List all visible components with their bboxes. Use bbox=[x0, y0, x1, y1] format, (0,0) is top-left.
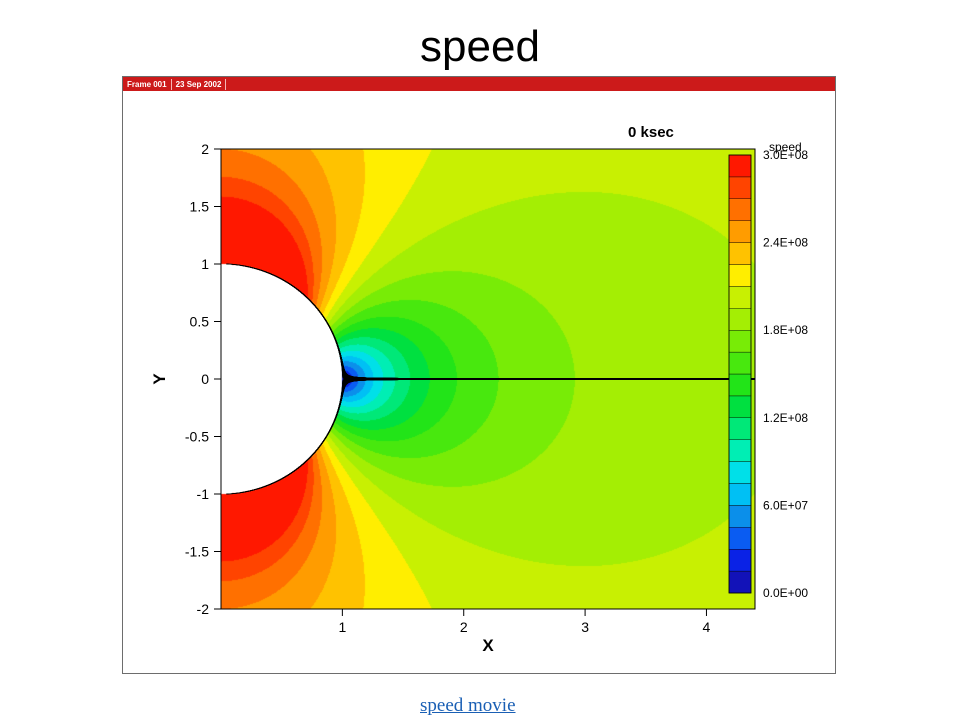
legend-label: 6.0E+07 bbox=[763, 498, 808, 512]
slide-title: speed bbox=[420, 22, 540, 71]
speed-contour-plot: 2 1.5 1 0.5 0 -0.5 -1 -1.5 -2 1 2 3 4 X Y 0 ksec speed3.… bbox=[150, 124, 808, 655]
legend-swatch bbox=[728, 527, 752, 550]
legend-swatch bbox=[728, 395, 752, 418]
y-tick-label: -1.5 bbox=[185, 544, 209, 560]
frame-date-label: 23 Sep 2002 bbox=[172, 78, 227, 90]
y-axis-label: Y bbox=[150, 373, 169, 385]
legend-swatch bbox=[728, 483, 752, 506]
streamlines bbox=[226, 263, 755, 495]
legend-swatch bbox=[728, 417, 752, 440]
legend-swatch bbox=[728, 570, 752, 594]
legend-swatch bbox=[728, 461, 752, 484]
legend-swatch bbox=[728, 198, 752, 221]
x-tick-label: 1 bbox=[338, 619, 346, 635]
plot-frame: Frame 001 23 Sep 2002 2 1.5 1 0.5 0 -0.5 -1 -1.… bbox=[122, 76, 836, 674]
y-tick-label: 1.5 bbox=[190, 199, 210, 215]
frame-header: Frame 001 23 Sep 2002 bbox=[123, 77, 835, 91]
legend-label: 3.0E+08 bbox=[763, 148, 808, 162]
legend-swatch bbox=[728, 308, 752, 331]
legend-title: speed bbox=[769, 140, 802, 154]
legend-border bbox=[728, 154, 752, 594]
legend-swatch bbox=[728, 242, 752, 265]
legend-swatch bbox=[728, 439, 752, 462]
x-tick-label: 4 bbox=[703, 619, 711, 635]
legend-swatch bbox=[728, 176, 752, 200]
streamline bbox=[226, 378, 755, 495]
y-tick-label: 1 bbox=[201, 256, 209, 272]
legend-swatch bbox=[728, 154, 752, 178]
frame-number-label: Frame 001 bbox=[123, 78, 172, 90]
y-tick-label: -1 bbox=[197, 486, 210, 502]
legend-swatch bbox=[728, 329, 752, 353]
y-tick-label: -2 bbox=[197, 601, 210, 617]
legend-label: 2.4E+08 bbox=[763, 236, 808, 250]
y-tick-label: 0.5 bbox=[190, 314, 210, 330]
legend-swatch bbox=[728, 505, 752, 528]
time-label: 0 ksec bbox=[628, 124, 674, 141]
legend-swatch bbox=[728, 220, 752, 243]
legend-label: 0.0E+00 bbox=[763, 586, 808, 600]
legend-swatch bbox=[728, 264, 752, 287]
legend-label: 1.8E+08 bbox=[763, 323, 808, 337]
x-axis-label: X bbox=[482, 636, 494, 655]
x-tick-label: 3 bbox=[581, 619, 589, 635]
y-tick-label: 2 bbox=[201, 141, 209, 157]
speed-movie-link[interactable]: speed movie bbox=[420, 695, 516, 716]
legend-swatch bbox=[728, 351, 752, 375]
legend-swatch bbox=[728, 286, 752, 309]
y-tick-label: -0.5 bbox=[185, 429, 209, 445]
legend-swatch bbox=[728, 373, 752, 397]
x-tick-label: 2 bbox=[460, 619, 468, 635]
y-tick-label: 0 bbox=[201, 371, 209, 387]
streamline bbox=[226, 263, 755, 380]
legend-label: 1.2E+08 bbox=[763, 411, 808, 425]
legend-swatch bbox=[728, 549, 752, 572]
